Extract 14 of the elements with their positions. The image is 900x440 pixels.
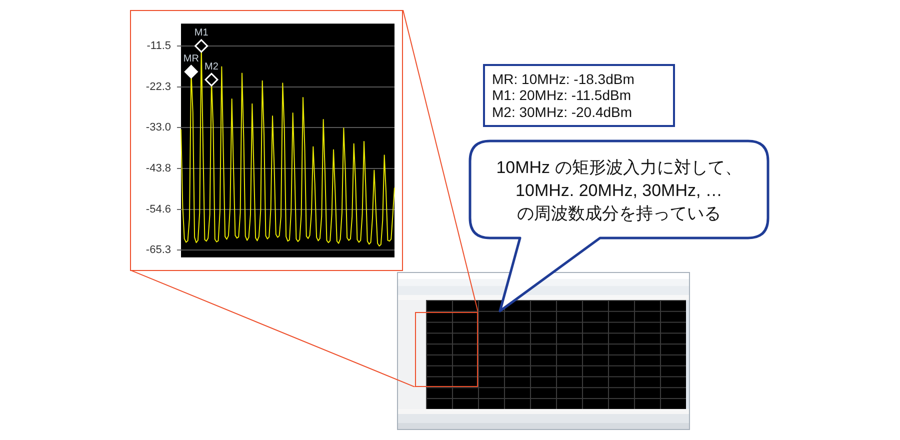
- y-tick-label: -11.5: [146, 40, 171, 52]
- y-tick-label: -43.8: [146, 162, 171, 174]
- series-label: M2: [204, 61, 219, 72]
- y-tick-label: -65.3: [146, 244, 171, 256]
- series-label: M1: [194, 28, 209, 39]
- y-tick-label: -33.0: [146, 121, 171, 134]
- y-tick-label: -54.6: [146, 203, 171, 216]
- series-label: MR: [183, 53, 199, 64]
- point: [204, 72, 218, 86]
- point: [194, 39, 208, 53]
- y-tick-label: -22.3: [146, 80, 171, 93]
- point: [184, 64, 198, 78]
- text: 10MHz の矩形波入力に対して、 10MHz. 20MHz, 30MHz, … の周波数成分を持っている: [495, 157, 743, 225]
- text: MR: 10MHz: -18.3dBm M1: 20MHz: -11.5dBm M2: 30MHz: -20.4dBm: [492, 71, 634, 120]
